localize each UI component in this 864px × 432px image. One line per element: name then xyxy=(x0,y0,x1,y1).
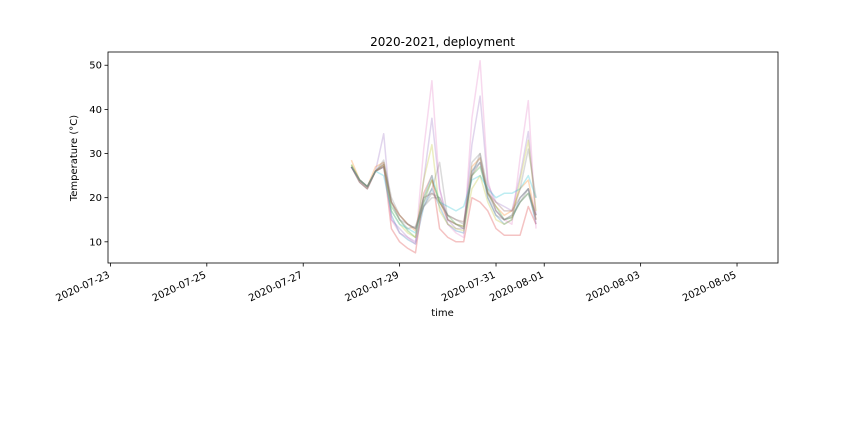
chart-title: 2020-2021, deployment xyxy=(370,35,515,49)
series-layer xyxy=(350,60,537,254)
x-tick-label: 2020-07-29 xyxy=(344,270,401,305)
x-axis: 2020-07-23 2020-07-25 2020-07-27 2020-07-29… xyxy=(54,263,738,304)
y-tick-label: 30 xyxy=(89,149,102,160)
y-tick-label: 20 xyxy=(89,193,102,204)
series-line-7 xyxy=(350,60,537,245)
series-line-3 xyxy=(350,164,537,239)
plot-frame xyxy=(107,51,779,264)
y-tick-label: 10 xyxy=(89,237,102,248)
series-line-6 xyxy=(350,161,537,230)
x-tick-label: 2020-07-31 xyxy=(440,270,497,305)
x-axis-label: time xyxy=(431,308,454,319)
y-tick-label: 50 xyxy=(89,61,102,72)
y-axis-label: Temperature (°C) xyxy=(69,115,80,202)
series-line-8 xyxy=(350,152,537,230)
series-line-1 xyxy=(350,161,537,245)
x-tick-label: 2020-07-27 xyxy=(247,270,304,305)
series-line-11 xyxy=(350,148,537,230)
series-line-10 xyxy=(350,166,537,234)
x-tick-label: 2020-08-03 xyxy=(585,270,642,305)
series-line-9 xyxy=(350,139,537,239)
y-axis: 10 20 30 40 50 xyxy=(89,61,108,248)
series-line-4 xyxy=(350,163,537,254)
x-tick-label: 2020-07-23 xyxy=(54,270,111,305)
x-tick-label: 2020-07-25 xyxy=(151,270,208,305)
series-line-2 xyxy=(350,157,537,232)
series-line-5 xyxy=(350,95,537,243)
y-tick-label: 40 xyxy=(89,105,102,116)
x-tick-label: 2020-08-01 xyxy=(488,270,545,305)
x-tick-label: 2020-08-05 xyxy=(681,270,738,305)
series-line-12 xyxy=(350,157,537,230)
